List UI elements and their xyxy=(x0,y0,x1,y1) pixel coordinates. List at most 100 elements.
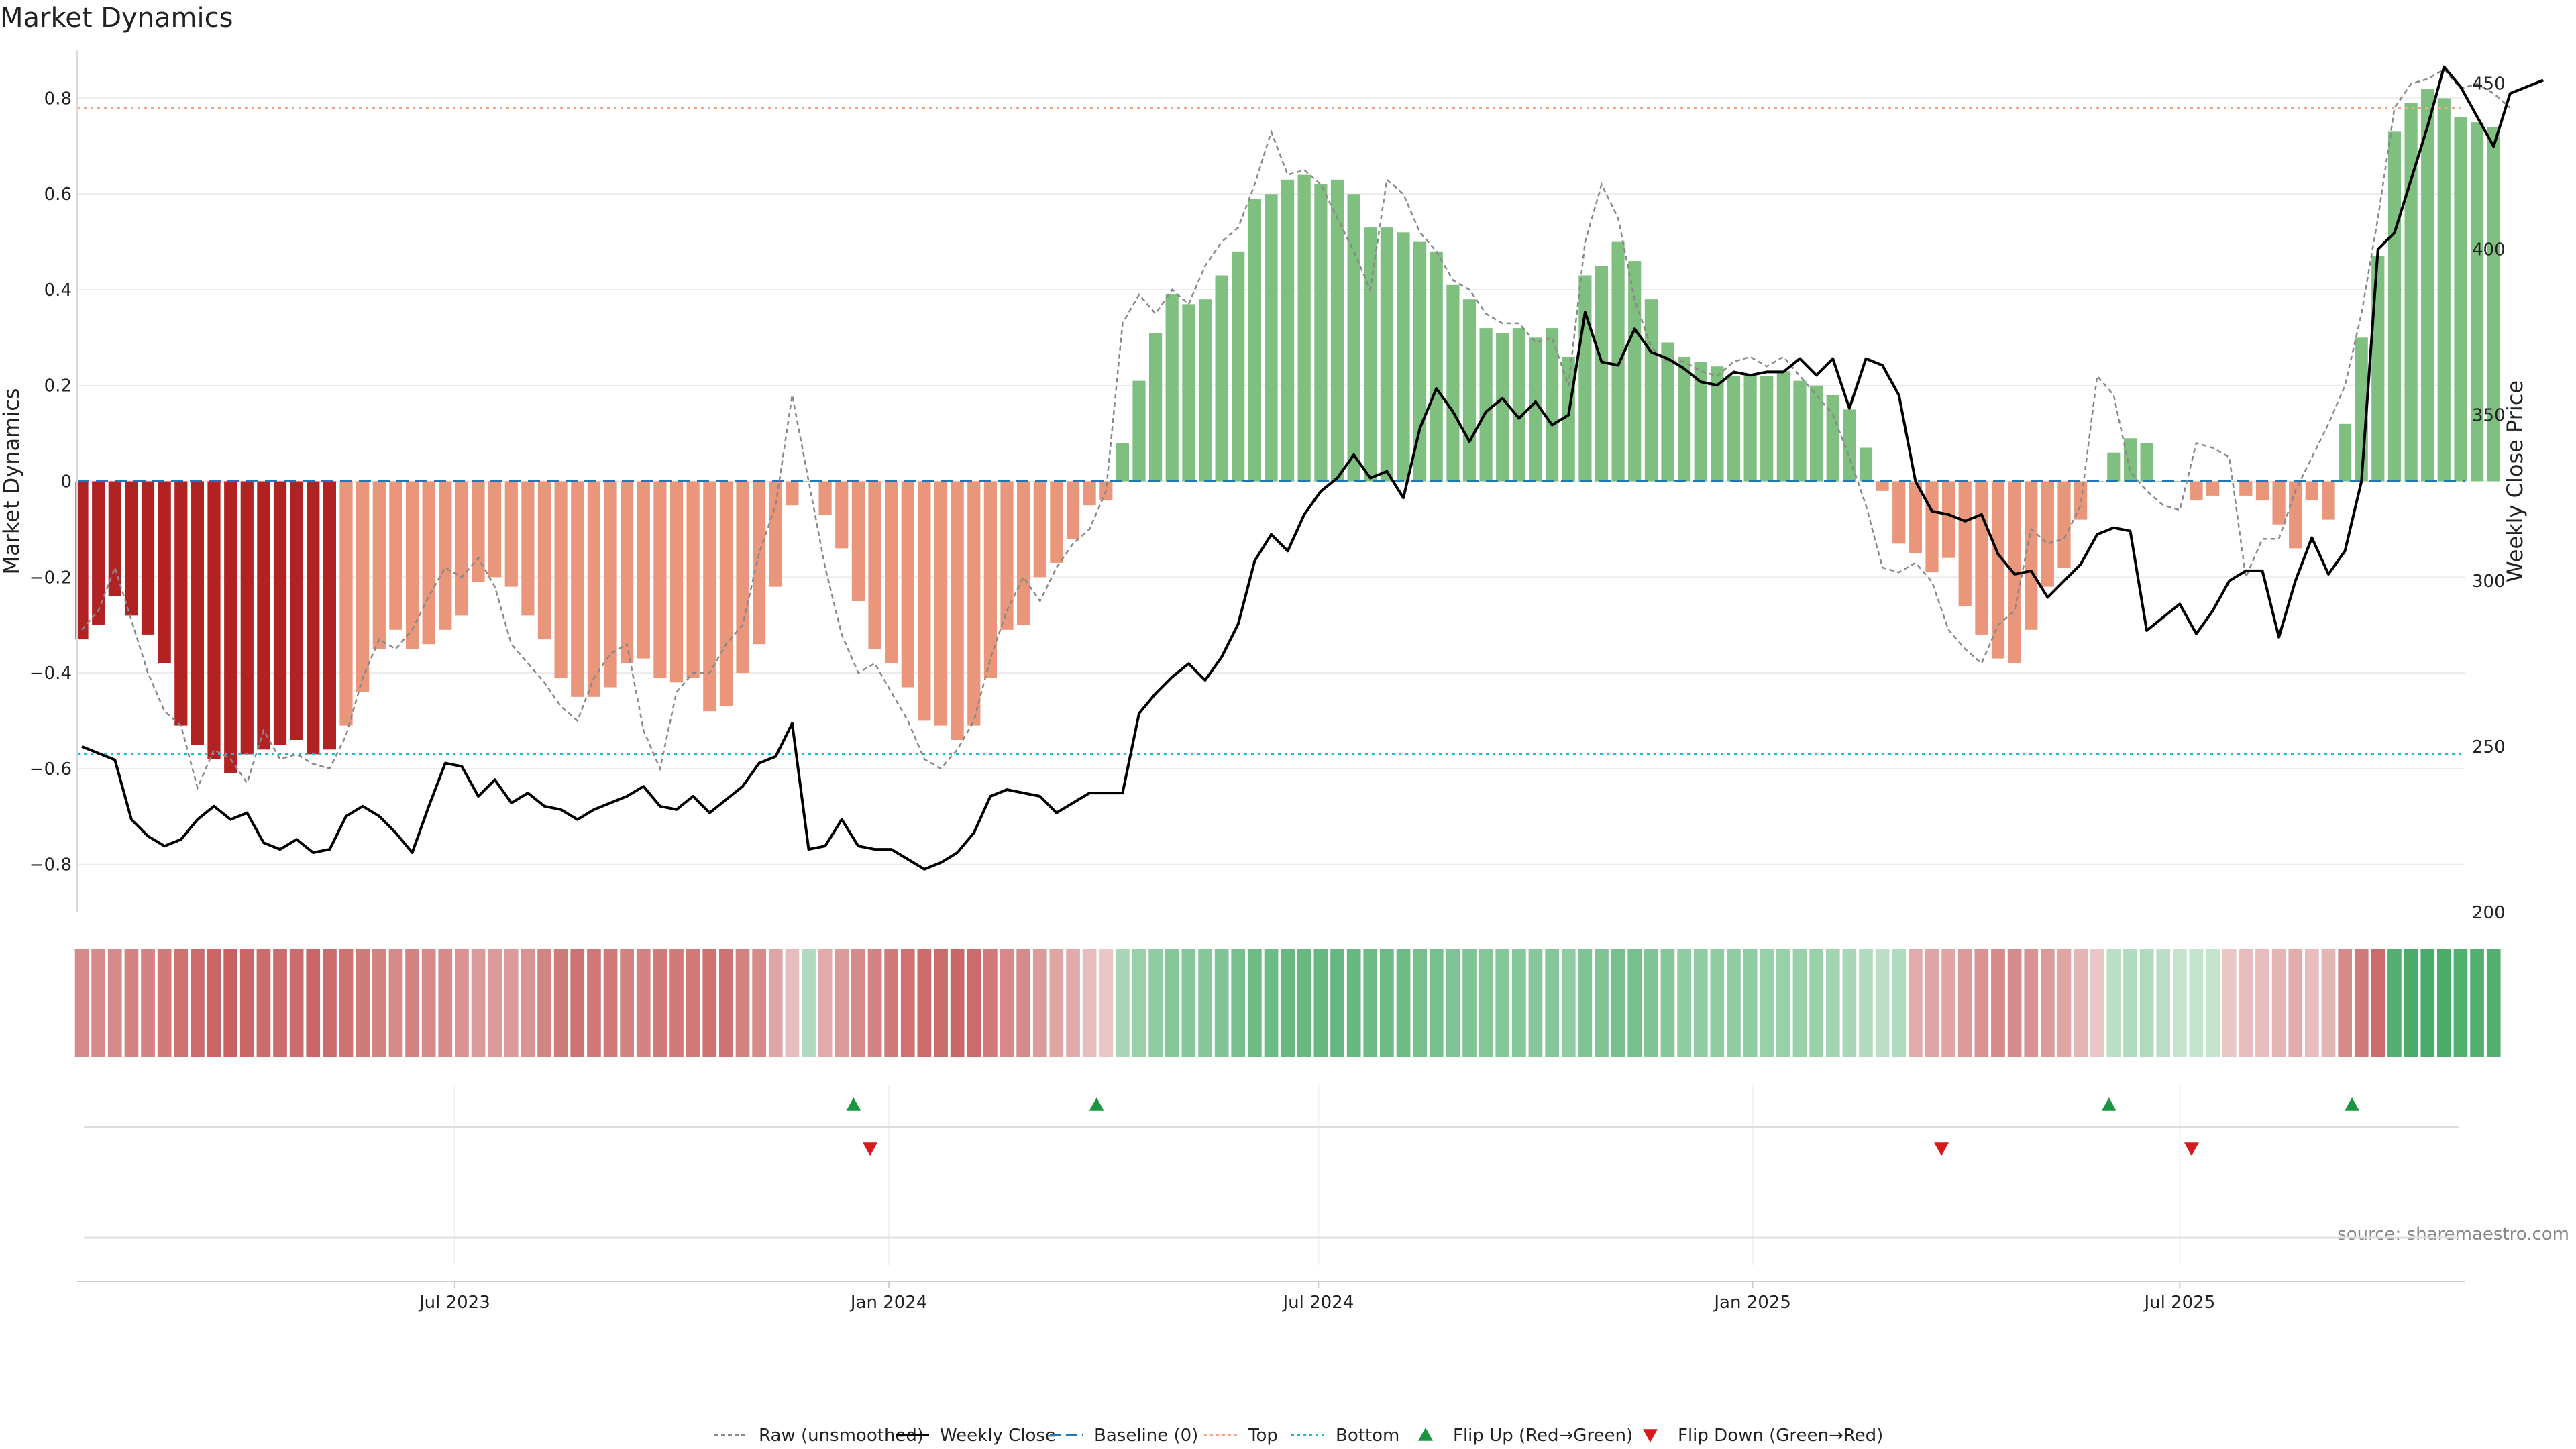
dynamics-bar xyxy=(1050,481,1063,563)
heat-cell xyxy=(1776,949,1790,1057)
heat-cell xyxy=(702,949,717,1057)
heat-cell xyxy=(2288,949,2303,1057)
heat-cell xyxy=(1693,949,1708,1057)
dynamics-bar xyxy=(637,481,650,659)
dynamics-bar xyxy=(571,481,584,697)
heat-cell xyxy=(1413,949,1427,1057)
dynamics-bar xyxy=(2487,127,2500,482)
heat-cell xyxy=(421,949,436,1057)
legend-swatch-flip-down xyxy=(1643,1429,1658,1442)
heat-cell xyxy=(851,949,865,1057)
heat-cell xyxy=(768,949,783,1057)
heat-cell xyxy=(2404,949,2418,1057)
dynamics-bar xyxy=(1760,376,1774,482)
dynamics-bar xyxy=(1743,376,1757,482)
dynamics-bar xyxy=(290,481,303,740)
dynamics-bar xyxy=(1215,275,1228,482)
heat-cell xyxy=(1462,949,1477,1057)
heat-cell xyxy=(1264,949,1279,1057)
heat-cell xyxy=(1578,949,1593,1057)
legend-item-close: Weekly Close xyxy=(896,1426,1056,1446)
dynamics-bar xyxy=(1925,481,1939,573)
y-right-tick-label: 350 xyxy=(2472,406,2506,426)
dynamics-bar xyxy=(1678,356,1691,482)
dynamics-bar xyxy=(703,481,716,712)
dynamics-bar xyxy=(1793,380,1807,482)
heat-cell xyxy=(1000,949,1014,1057)
dynamics-bar xyxy=(2404,103,2418,482)
dynamics-bar xyxy=(1611,241,1625,482)
dynamics-bar xyxy=(1694,362,1707,482)
heat-cell xyxy=(273,949,287,1057)
dynamics-bar xyxy=(75,481,89,640)
dynamics-bar xyxy=(1546,328,1559,482)
heat-cell xyxy=(1248,949,1262,1057)
heat-cell xyxy=(1512,949,1526,1057)
dynamics-bar xyxy=(472,481,485,582)
heat-cell xyxy=(719,949,733,1057)
heat-cell xyxy=(1165,949,1179,1057)
dynamics-bar xyxy=(1843,409,1856,482)
dynamics-bar xyxy=(2206,481,2220,496)
heat-cell xyxy=(2173,949,2187,1057)
heat-cell xyxy=(752,949,766,1057)
dynamics-bar xyxy=(1116,443,1129,482)
dynamics-bar xyxy=(1711,366,1724,482)
x-tick-label: Jan 2025 xyxy=(1713,1293,1791,1313)
heat-cell xyxy=(2437,949,2451,1057)
heat-cell xyxy=(256,949,271,1057)
y-left-tick-label: 0 xyxy=(60,472,72,492)
heat-cell xyxy=(2305,949,2319,1057)
x-tick-label: Jul 2024 xyxy=(1281,1293,1354,1313)
dynamics-bar xyxy=(1397,232,1410,482)
dynamics-bar xyxy=(1182,304,1195,482)
heat-cell xyxy=(2007,949,2022,1057)
dynamics-bar xyxy=(934,481,948,726)
heat-cell xyxy=(802,949,816,1057)
dynamics-bar xyxy=(372,481,386,649)
dynamics-bar xyxy=(422,481,435,645)
dynamics-bar xyxy=(786,481,799,506)
dynamics-bar xyxy=(174,481,188,726)
dynamics-bar xyxy=(2272,481,2286,525)
dynamics-bar xyxy=(983,481,997,678)
dynamics-bar xyxy=(885,481,898,663)
y-right-tick-label: 300 xyxy=(2472,572,2506,592)
flip-markers xyxy=(84,1097,2459,1239)
heat-cell xyxy=(2123,949,2137,1057)
dynamics-bar xyxy=(736,481,749,674)
heat-cell xyxy=(1710,949,1725,1057)
dynamics-bar xyxy=(1859,447,1873,482)
heat-cell xyxy=(1892,949,1907,1057)
dynamics-bar xyxy=(1479,328,1493,482)
dynamics-bar xyxy=(1876,481,1889,491)
weekly-close-line xyxy=(81,65,2544,871)
heat-cell xyxy=(2057,949,2072,1057)
heat-cell xyxy=(2074,949,2088,1057)
flip-down-marker xyxy=(863,1142,877,1156)
heat-cell xyxy=(2024,949,2039,1057)
heat-cell xyxy=(1313,949,1328,1057)
heat-cell xyxy=(239,949,254,1057)
heat-cell xyxy=(587,949,601,1057)
dynamics-bar xyxy=(1149,333,1163,482)
dynamics-bar xyxy=(1132,380,1146,482)
dynamics-bar xyxy=(1000,481,1014,630)
dynamics-bar xyxy=(2255,481,2269,501)
heat-cell xyxy=(356,949,370,1057)
y-right-tick-label: 200 xyxy=(2472,903,2506,923)
dynamics-bar xyxy=(108,481,121,596)
dynamics-bar xyxy=(2305,481,2318,501)
dynamics-bar xyxy=(1314,184,1328,482)
heat-cell xyxy=(636,949,651,1057)
dynamics-bar xyxy=(686,481,700,678)
heat-cell xyxy=(1181,949,1196,1057)
legend-item-flipup: Flip Up (Red→Green) xyxy=(1418,1426,1633,1446)
heat-cell xyxy=(1545,949,1559,1057)
dynamics-bar xyxy=(1462,299,1477,482)
y-left-tick-label: −0.8 xyxy=(30,855,72,875)
dynamics-bar xyxy=(240,481,254,755)
y-axis-right-title: Weekly Close Price xyxy=(2502,380,2528,582)
heat-cell xyxy=(867,949,882,1057)
